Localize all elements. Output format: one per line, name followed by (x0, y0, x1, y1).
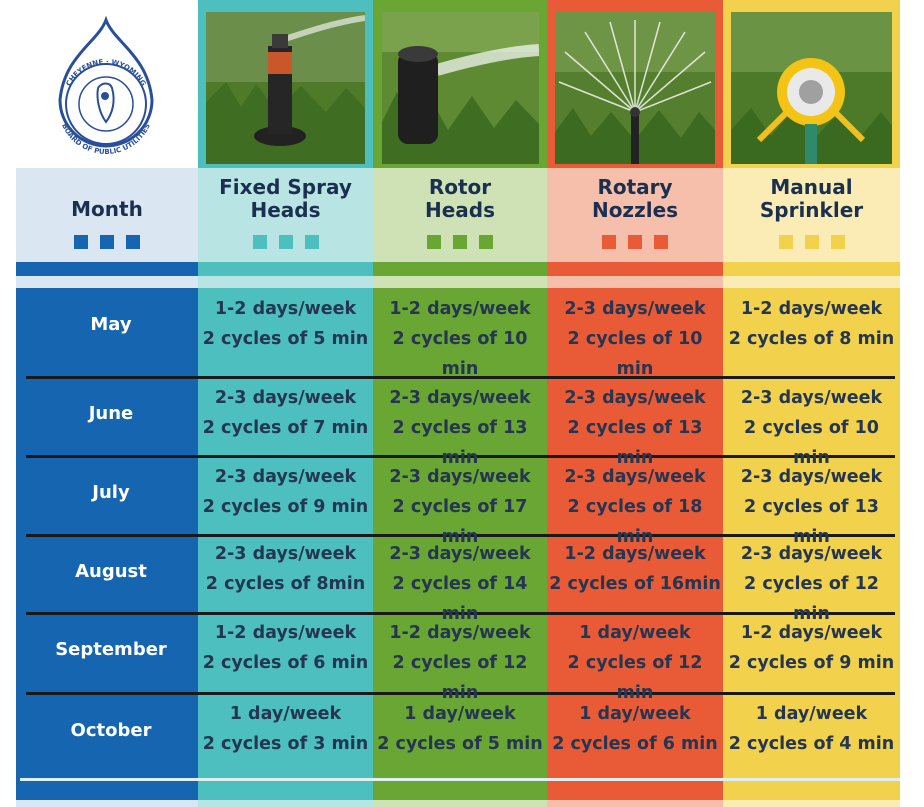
fixed-spray-cell: 1-2 days/week 2 cycles of 5 min (202, 299, 369, 349)
rotor-cell: 2-3 days/week 2 cycles of 13 min (389, 388, 531, 468)
rotor-cell: 1-2 days/week 2 cycles of 10 min (389, 299, 531, 379)
month-label: June (88, 403, 134, 424)
month-header-cell: Month (16, 168, 198, 262)
table-row: June 2-3 days/week 2 cycles of 7 min 2-3 … (0, 381, 924, 468)
rotor-cell: 1 day/week 2 cycles of 5 min (377, 704, 543, 754)
manual-cell: 1-2 days/week 2 cycles of 8 min (728, 299, 895, 349)
table-row: October 1 day/week 2 cycles of 3 min 1 da… (0, 698, 924, 774)
month-label: September (55, 639, 167, 660)
fixed-spray-header: Fixed Spray Heads (219, 175, 352, 222)
rotor-cell: 2-3 days/week 2 cycles of 17 min (389, 467, 531, 547)
bottom-rule (20, 778, 900, 781)
fixed-spray-cell: 2-3 days/week 2 cycles of 9 min (202, 467, 369, 517)
body-fixed-column (198, 288, 373, 800)
manual-cell: 2-3 days/week 2 cycles of 13 min (740, 467, 883, 547)
manual-cell: 2-3 days/week 2 cycles of 10 min (740, 388, 883, 468)
table-row: July 2-3 days/week 2 cycles of 9 min 2-3 … (0, 460, 924, 547)
month-squares (16, 234, 198, 249)
rotor-cell: 1-2 days/week 2 cycles of 12 min (389, 623, 531, 703)
month-header: Month (71, 197, 143, 221)
row-divider (26, 455, 895, 458)
fixed-spray-cell: 2-3 days/week 2 cycles of 7 min (202, 388, 369, 438)
rotor-head-photo (382, 12, 539, 164)
rotary-header-cell: Rotary Nozzles (547, 168, 723, 262)
rotor-cell: 2-3 days/week 2 cycles of 14 min (389, 544, 531, 624)
rotor-header-cell: Rotor Heads (373, 168, 547, 262)
cheyenne-bopu-logo: CHEYENNE · WYOMING BOARD OF PUBLIC UTILI… (40, 15, 172, 160)
rotary-squares (547, 234, 723, 249)
month-label: August (75, 561, 147, 582)
fixed-spray-squares (198, 234, 373, 249)
rotary-cell: 1 day/week 2 cycles of 6 min (552, 704, 718, 754)
table-row: September 1-2 days/week 2 cycles of 6 min… (0, 617, 924, 703)
month-label: May (90, 314, 132, 335)
fixed-spray-cell: 1 day/week 2 cycles of 3 min (202, 704, 369, 754)
manual-sprinkler-photo (731, 12, 892, 164)
fixed-spray-cell: 2-3 days/week 2 cycles of 8min (205, 544, 366, 594)
rotary-cell: 2-3 days/week 2 cycles of 10 min (564, 299, 706, 379)
rotary-nozzle-photo (555, 12, 715, 164)
manual-cell: 2-3 days/week 2 cycles of 12 min (740, 544, 883, 624)
fixed-spray-header-cell: Fixed Spray Heads (198, 168, 373, 262)
row-divider (26, 534, 895, 537)
manual-header-cell: Manual Sprinkler (723, 168, 900, 262)
rotary-cell: 2-3 days/week 2 cycles of 13 min (564, 388, 706, 468)
rotary-cell: 2-3 days/week 2 cycles of 18 min (564, 467, 706, 547)
body-month-column (16, 288, 198, 800)
month-label: October (70, 720, 152, 741)
table-row: May 1-2 days/week 2 cycles of 5 min 1-2 d… (0, 292, 924, 379)
rotary-cell: 1 day/week 2 cycles of 12 min (567, 623, 703, 703)
rotary-header: Rotary Nozzles (591, 175, 679, 222)
manual-header: Manual Sprinkler (759, 175, 864, 222)
body-rotary-column (547, 288, 723, 800)
manual-cell: 1-2 days/week 2 cycles of 9 min (728, 623, 895, 673)
header-band-manual (723, 262, 900, 276)
header-band-fixed (198, 262, 373, 276)
row-divider (26, 612, 895, 615)
rotor-squares (373, 234, 547, 249)
header-band-month (16, 262, 198, 276)
manual-cell: 1 day/week 2 cycles of 4 min (728, 704, 895, 754)
fixed-spray-cell: 1-2 days/week 2 cycles of 6 min (202, 623, 369, 673)
header-band-rotor (373, 262, 547, 276)
body-rotor-column (373, 288, 547, 800)
header-band-rotary (547, 262, 723, 276)
row-divider (26, 692, 895, 695)
fixed-spray-head-photo (206, 12, 365, 164)
row-divider (26, 376, 895, 379)
rotor-header: Rotor Heads (424, 175, 496, 222)
table-row: August 2-3 days/week 2 cycles of 8min 2-3… (0, 539, 924, 624)
manual-squares (723, 234, 900, 249)
rotary-cell: 1-2 days/week 2 cycles of 16min (549, 544, 721, 594)
body-manual-column (723, 288, 900, 800)
month-label: July (92, 482, 130, 503)
